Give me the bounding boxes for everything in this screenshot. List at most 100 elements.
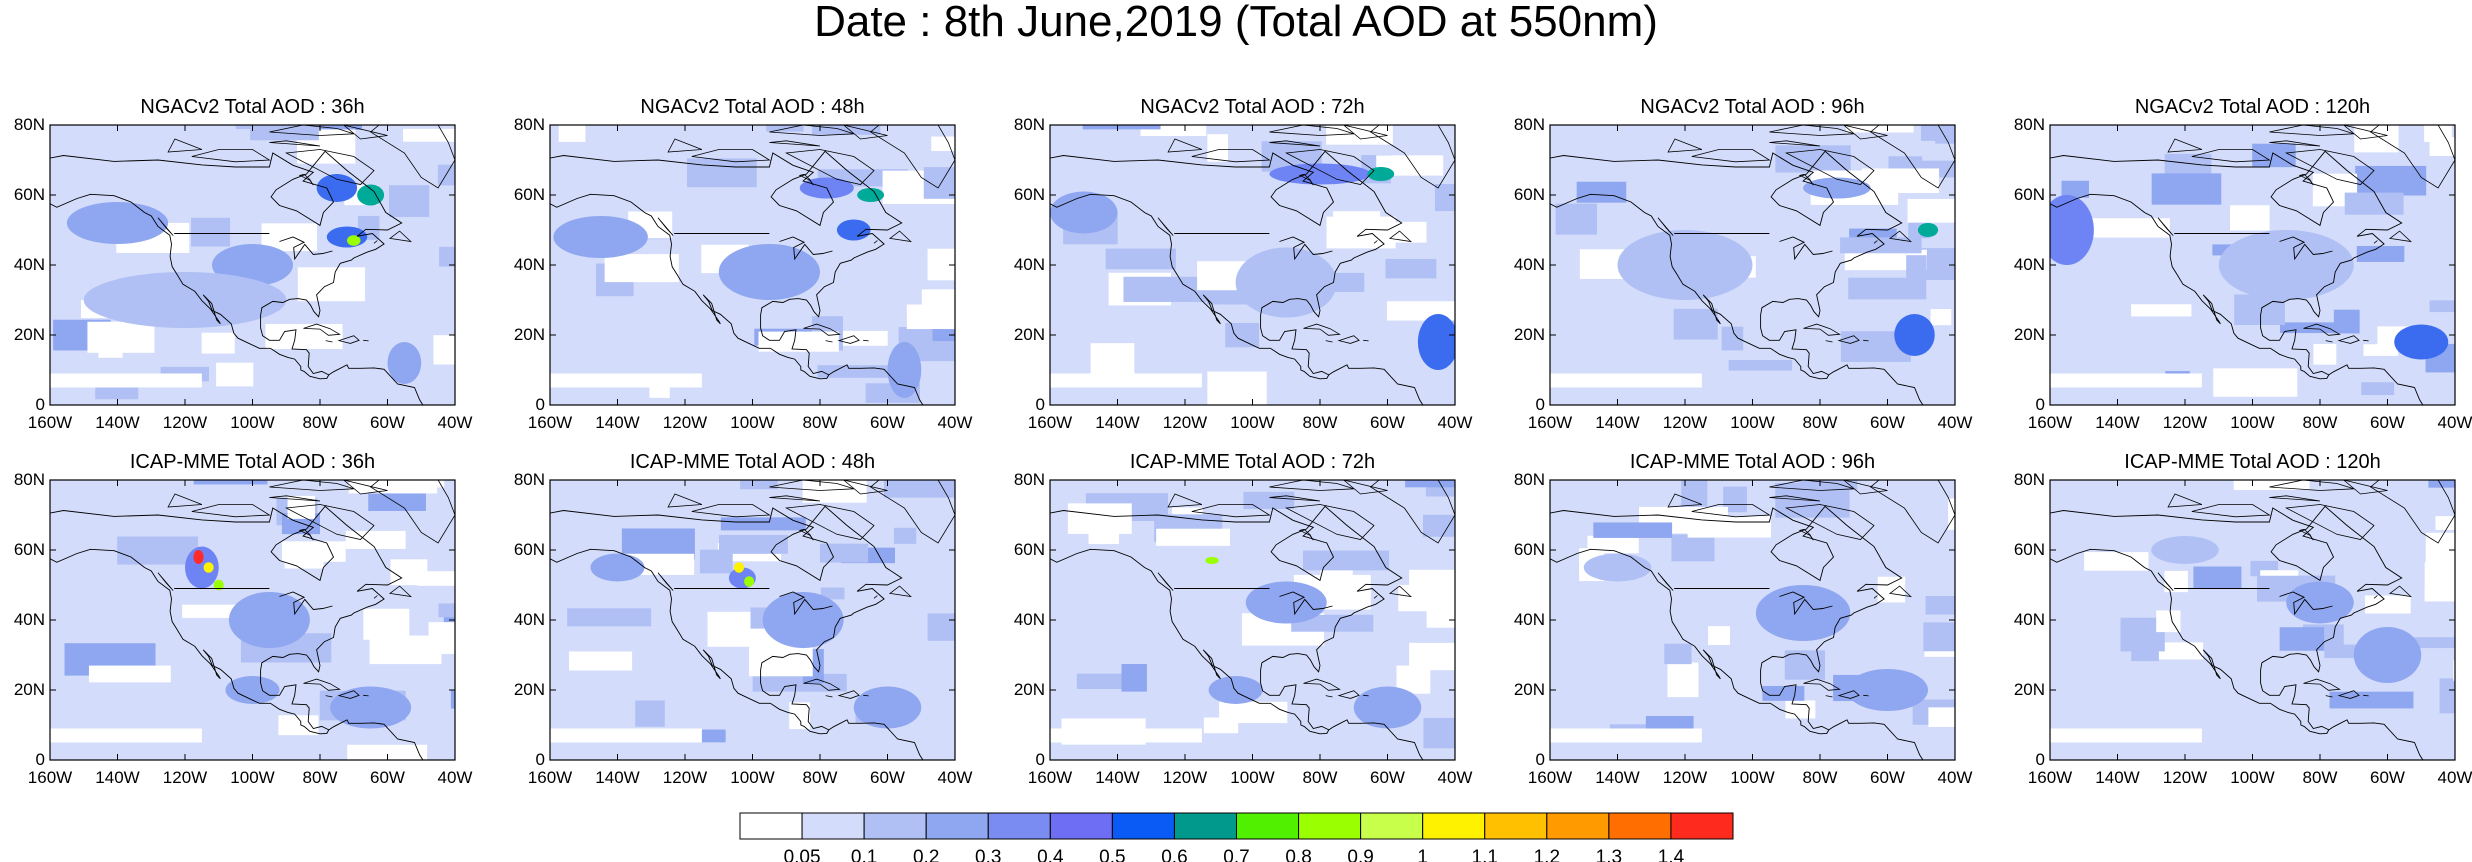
lon-tick-label: 120W xyxy=(1663,768,1707,787)
coastline xyxy=(1863,694,1869,697)
aod-field-patch xyxy=(1405,480,1455,488)
lat-tick-label: 60N xyxy=(14,185,45,204)
lon-tick-label: 160W xyxy=(528,768,572,787)
aod-field-patch xyxy=(345,530,406,549)
map-background xyxy=(2050,480,2455,760)
coastline xyxy=(1337,335,1360,344)
coastline xyxy=(1343,480,1388,495)
lat-tick-label: 0 xyxy=(1036,750,1045,769)
aod-field-patch xyxy=(1422,514,1455,537)
lon-tick-label: 160W xyxy=(1028,413,1072,432)
aod-field-patch xyxy=(1225,322,1260,348)
aod-field-patch xyxy=(2333,309,2360,334)
coastline xyxy=(1784,504,1875,540)
colorbar-label: 1.2 xyxy=(1534,847,1560,862)
aod-field-patch xyxy=(2435,516,2455,530)
lon-tick-label: 120W xyxy=(2163,413,2207,432)
aod-field-patch xyxy=(2050,728,2202,743)
lat-tick-label: 20N xyxy=(14,680,45,699)
aod-field-patch xyxy=(428,622,455,654)
aod-field-patch xyxy=(50,373,202,388)
lat-tick-label: 40N xyxy=(14,255,45,274)
coastline xyxy=(1784,149,1875,185)
coastline xyxy=(2369,480,2455,544)
lon-tick-label: 80W xyxy=(1303,768,1338,787)
coastline xyxy=(1050,150,1424,405)
coastline xyxy=(1369,480,1455,544)
coastline xyxy=(1388,230,1413,243)
coastline xyxy=(657,217,674,236)
coastline xyxy=(769,125,854,136)
aod-field-patch xyxy=(1920,125,1955,141)
lon-tick-label: 160W xyxy=(1528,413,1572,432)
coastline xyxy=(843,480,888,495)
colorbar-swatch xyxy=(863,812,927,840)
aod-field-patch xyxy=(193,480,268,485)
lon-tick-label: 120W xyxy=(663,413,707,432)
colorbar-label: 0.6 xyxy=(1161,847,1187,862)
aod-field-patch xyxy=(433,335,455,365)
coastline xyxy=(869,480,955,544)
aod-feature xyxy=(357,184,385,206)
aod-field-patch xyxy=(1848,277,1927,300)
coastline xyxy=(1269,125,1354,136)
lat-tick-label: 80N xyxy=(14,470,45,489)
coastline xyxy=(2269,495,2321,502)
coastline xyxy=(2167,138,2203,153)
aod-field-patch xyxy=(1925,595,1955,615)
aod-field-patch xyxy=(687,158,757,188)
aod-feature xyxy=(1917,223,1939,237)
aod-feature xyxy=(203,562,214,573)
coastline xyxy=(550,505,924,760)
coastline xyxy=(550,193,830,380)
aod-field-patch xyxy=(1928,707,1955,727)
aod-field-patch xyxy=(1426,604,1455,628)
lat-tick-label: 0 xyxy=(36,750,45,769)
aod-field-patch xyxy=(699,549,733,574)
aod-field-patch xyxy=(2356,245,2405,262)
aod-field-patch xyxy=(1721,326,1744,351)
coastline xyxy=(1284,504,1375,540)
aod-field-patch xyxy=(2424,562,2455,597)
aod-field-patch xyxy=(50,728,202,743)
panel-title: NGACv2 Total AOD : 48h xyxy=(640,96,865,118)
aod-feature xyxy=(2218,230,2354,300)
coastline xyxy=(388,230,413,243)
colorbar-swatch xyxy=(1360,812,1424,840)
aod-field-patch xyxy=(720,517,806,531)
lon-tick-label: 140W xyxy=(2095,768,2139,787)
panel-title: ICAP-MME Total AOD : 36h xyxy=(129,451,376,473)
aod-field-patch xyxy=(2280,322,2338,334)
colorbar-label: 0.1 xyxy=(851,847,877,862)
coastline xyxy=(337,335,360,344)
colorbar-label: 0.8 xyxy=(1285,847,1311,862)
colorbar-label: 0.05 xyxy=(784,847,821,862)
aod-field-patch xyxy=(2279,627,2325,651)
aod-field-patch xyxy=(550,728,702,743)
aod-feature xyxy=(1755,585,1851,641)
aod-field-patch xyxy=(182,604,244,618)
coastline xyxy=(2279,236,2333,261)
aod-field-patch xyxy=(1907,198,1955,223)
coastline xyxy=(1843,125,1888,140)
coastline xyxy=(284,149,375,185)
aod-field-patch xyxy=(1667,662,1699,698)
map-panel: NGACv2 Total AOD : 96h 80N 60N 40N 20N 0 160W 1… xyxy=(1514,95,1990,435)
map-panel: NGACv2 Total AOD : 72h 80N 60N 40N 20N 0 160W 1… xyxy=(1014,95,1490,435)
coastline xyxy=(1888,230,1913,243)
aod-field-patch xyxy=(567,608,652,627)
lat-tick-label: 80N xyxy=(1514,470,1545,489)
aod-field-patch xyxy=(2081,218,2170,238)
coastline xyxy=(2157,217,2174,236)
map-panel: ICAP-MME Total AOD : 48h 80N 60N 40N 20N 0 160… xyxy=(514,450,990,790)
aod-field-patch xyxy=(2156,610,2181,633)
colorbar-label: 0.7 xyxy=(1223,847,1249,862)
colorbar-label: 1 xyxy=(1417,847,1428,862)
aod-field-patch xyxy=(1784,650,1825,680)
coastline xyxy=(279,236,333,261)
lat-tick-label: 20N xyxy=(514,325,545,344)
